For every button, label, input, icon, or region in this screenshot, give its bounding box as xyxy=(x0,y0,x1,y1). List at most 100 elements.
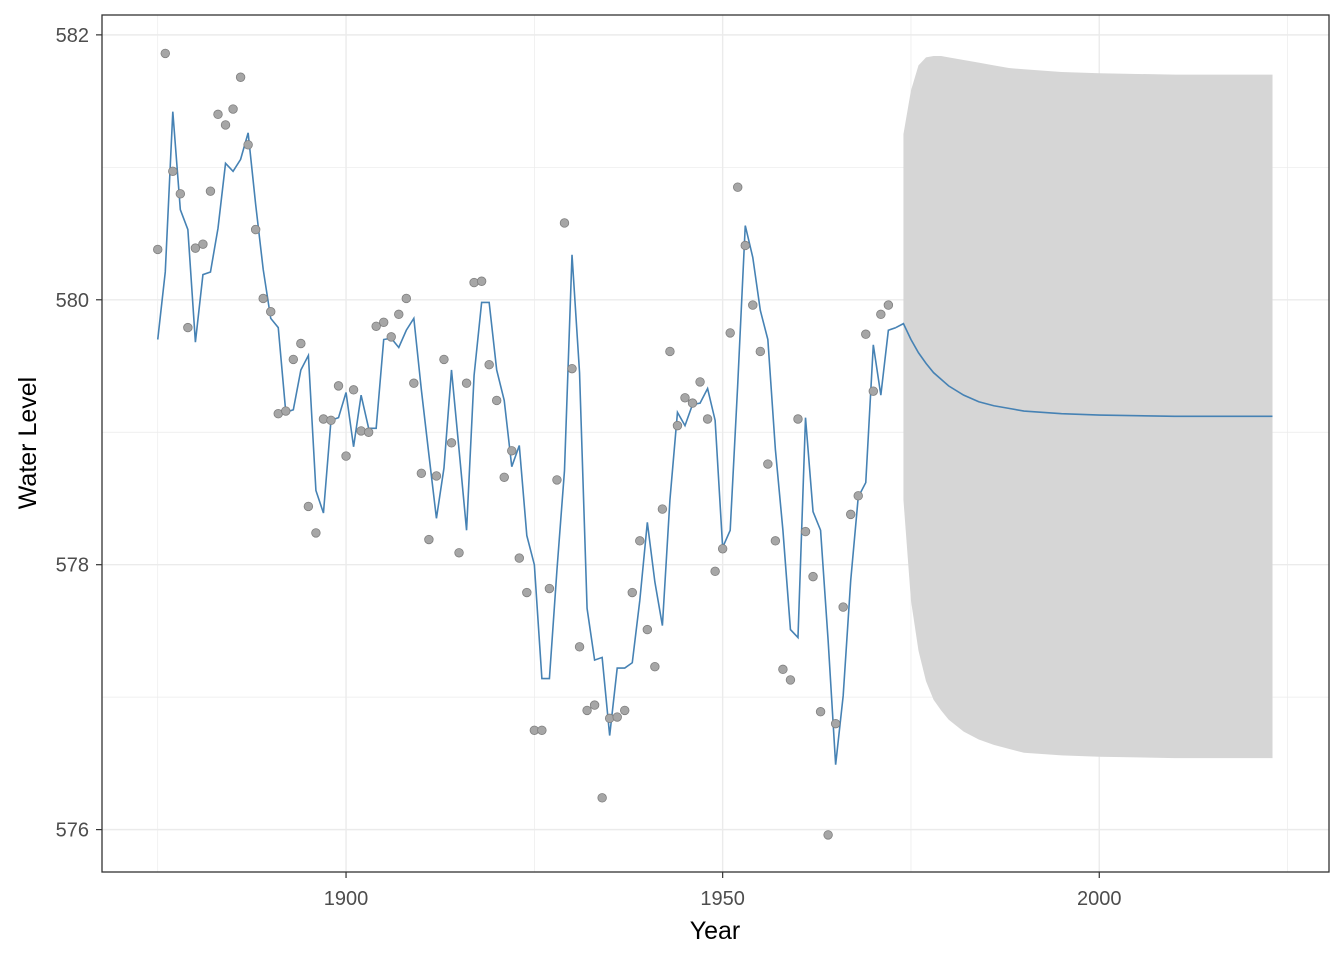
observed-point xyxy=(266,307,276,317)
observed-point xyxy=(228,104,238,114)
observed-point xyxy=(740,240,750,251)
observed-point xyxy=(635,536,645,546)
observed-point xyxy=(175,189,186,199)
observed-point xyxy=(499,472,509,482)
observed-point xyxy=(853,491,863,501)
points-layer xyxy=(153,48,894,840)
observed-point xyxy=(612,712,622,722)
y-axis: 576 578 580 582 xyxy=(56,25,102,842)
observed-point xyxy=(243,140,253,150)
observed-point xyxy=(394,309,404,320)
observed-point xyxy=(838,602,848,612)
observed-point xyxy=(281,406,291,416)
observed-point xyxy=(379,317,389,328)
line-layer xyxy=(156,111,1273,765)
x-tick-label: 1950 xyxy=(700,888,745,910)
fitted-line xyxy=(156,111,897,765)
observed-point xyxy=(559,218,570,228)
observed-point xyxy=(401,293,412,304)
observed-point xyxy=(153,244,163,255)
observed-point xyxy=(296,338,306,349)
observed-point xyxy=(778,664,788,675)
observed-point xyxy=(544,583,555,594)
observed-point xyxy=(213,109,223,120)
observed-point xyxy=(363,427,374,437)
observed-point xyxy=(409,378,419,388)
observed-point xyxy=(537,725,547,735)
observed-point xyxy=(733,182,743,192)
observed-point xyxy=(205,186,216,196)
observed-point xyxy=(830,718,841,729)
observed-point xyxy=(288,354,299,365)
observed-point xyxy=(800,526,811,537)
observed-point xyxy=(484,359,494,370)
observed-point xyxy=(574,642,585,652)
observed-point xyxy=(522,587,532,598)
observed-point xyxy=(341,451,351,461)
y-tick-label: 578 xyxy=(56,555,89,577)
observed-point xyxy=(220,120,231,130)
observed-point xyxy=(318,414,329,424)
observed-point xyxy=(793,414,803,424)
x-axis: 1900 1950 2000 xyxy=(324,872,1122,910)
observed-point xyxy=(552,475,562,485)
observed-point xyxy=(702,414,713,424)
x-tick-label: 1900 xyxy=(324,888,369,910)
observed-point xyxy=(665,346,675,357)
observed-point xyxy=(672,420,683,431)
observed-point xyxy=(589,700,600,710)
observed-point xyxy=(160,48,170,59)
observed-point xyxy=(476,276,487,286)
observed-point xyxy=(823,830,833,840)
x-tick-label: 2000 xyxy=(1077,888,1122,910)
observed-point xyxy=(846,509,856,520)
observed-point xyxy=(250,224,261,235)
observed-point xyxy=(326,415,336,426)
forecast-interval-ribbon xyxy=(903,56,1273,759)
observed-point xyxy=(657,504,668,514)
observed-point xyxy=(815,707,826,717)
observed-point xyxy=(748,300,758,310)
observed-point xyxy=(620,705,630,716)
observed-point xyxy=(168,166,178,176)
observed-point xyxy=(190,243,201,253)
y-tick-label: 580 xyxy=(56,290,89,312)
observed-point xyxy=(755,346,766,357)
observed-point xyxy=(439,354,449,365)
observed-point xyxy=(371,321,381,331)
observed-point xyxy=(604,713,615,724)
observed-point xyxy=(695,377,705,387)
observed-point xyxy=(582,705,592,716)
observed-point xyxy=(461,378,472,388)
observed-point xyxy=(507,446,517,456)
forecast-interval-layer xyxy=(903,56,1273,759)
observed-point xyxy=(650,661,660,672)
observed-point xyxy=(348,385,359,395)
observed-point xyxy=(868,386,879,396)
observed-point xyxy=(687,398,698,408)
y-axis-title: Water Level xyxy=(14,377,42,509)
observed-point xyxy=(446,438,457,448)
forecast-mean-line xyxy=(895,322,1273,418)
observed-point xyxy=(333,381,344,391)
observed-point xyxy=(725,328,735,338)
observed-point xyxy=(883,300,894,310)
panel-border xyxy=(101,14,1330,873)
observed-point xyxy=(235,72,246,82)
observed-point xyxy=(680,393,690,403)
observed-point xyxy=(386,332,396,342)
observed-point xyxy=(311,528,321,538)
observed-point xyxy=(763,459,773,469)
observed-point xyxy=(514,553,524,563)
observed-point xyxy=(183,322,193,333)
observed-point xyxy=(710,566,720,577)
observed-point xyxy=(876,309,886,320)
observed-point xyxy=(491,395,502,406)
observed-point xyxy=(642,624,653,635)
observed-point xyxy=(785,675,796,685)
x-axis-title: Year xyxy=(690,917,741,945)
observed-point xyxy=(469,277,479,288)
y-tick-label: 582 xyxy=(56,25,89,47)
observed-point xyxy=(597,793,607,803)
